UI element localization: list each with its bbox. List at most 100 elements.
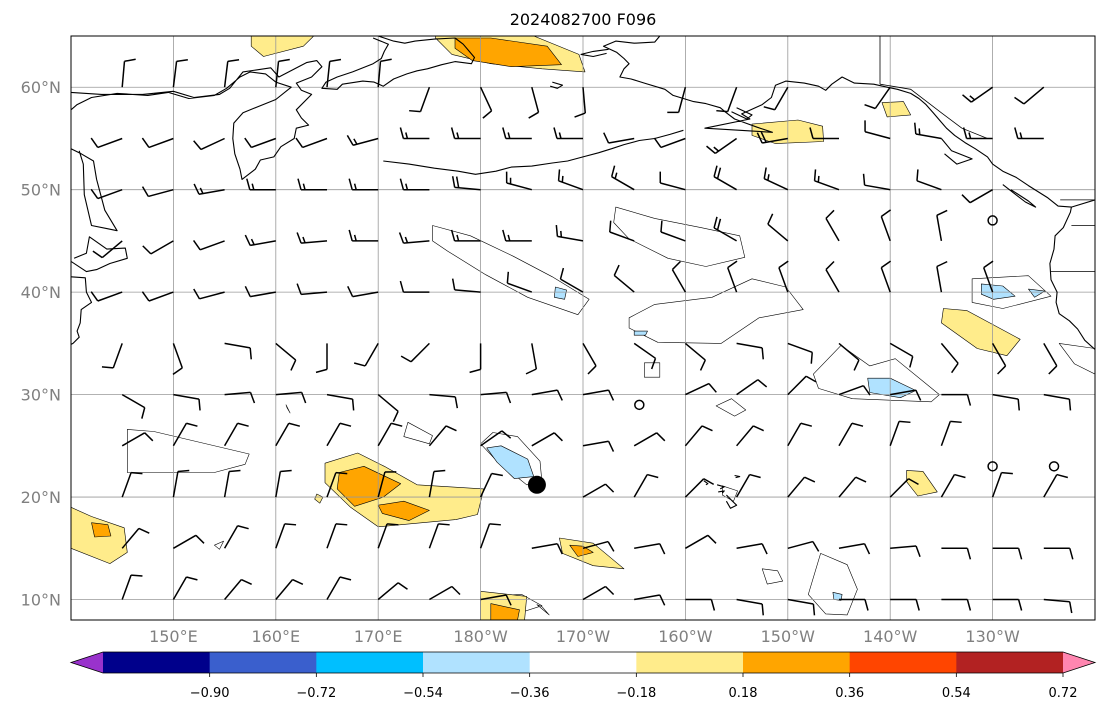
calm-wind-circle: [987, 461, 998, 472]
wind-barb: [941, 598, 972, 611]
wind-barb: [377, 394, 399, 422]
anomaly-region-4: [881, 101, 912, 118]
wind-barb: [428, 469, 446, 498]
wind-barb: [428, 523, 450, 549]
wind-barb: [716, 86, 738, 113]
wind-barb: [685, 382, 717, 396]
wind-barb: [574, 87, 587, 118]
coastline: [550, 81, 564, 89]
wind-barb: [502, 229, 532, 242]
chart-title: 2024082700 F096: [510, 10, 657, 29]
wind-barb: [864, 120, 891, 140]
colorbar: −0.90 −0.72 −0.54 −0.36 −0.18 0.18 0.36 0.54 0.7…: [69, 651, 1097, 701]
wind-barb: [121, 574, 143, 600]
wind-barb: [409, 86, 431, 113]
wind-barb: [559, 267, 584, 293]
wind-barb: [555, 224, 584, 242]
lat-tick-label: 30°N: [21, 386, 61, 405]
wind-barb: [864, 86, 891, 110]
wind-barb: [653, 137, 686, 149]
colorbar-segment: [423, 652, 531, 673]
wind-barb: [377, 582, 408, 601]
wind-barb: [101, 343, 123, 369]
wind-barb: [787, 476, 816, 498]
wind-barb: [736, 425, 764, 447]
coastline: [580, 48, 609, 58]
wind-barb: [399, 280, 430, 293]
lat-tick-label: 40°N: [21, 283, 61, 302]
lat-tick-label: 10°N: [21, 591, 61, 610]
wind-barb: [224, 578, 252, 600]
wind-barb: [767, 213, 789, 242]
storm-center-marker: [527, 475, 546, 494]
wind-barb: [173, 393, 201, 411]
wind-barb: [502, 127, 532, 140]
anomaly-region-31: [569, 544, 594, 557]
wind-barb: [244, 285, 276, 298]
wind-barb: [809, 127, 839, 140]
wind-barb: [428, 425, 457, 447]
wind-barb: [940, 420, 962, 447]
wind-barb: [633, 342, 657, 370]
wind-barb: [778, 260, 789, 293]
anomaly-fill-layer: [71, 36, 1095, 620]
coastline: [725, 494, 738, 509]
wind-barb: [399, 127, 430, 140]
wind-barb: [991, 471, 1013, 498]
wind-barb: [450, 127, 481, 140]
wind-barb: [914, 122, 942, 140]
anomaly-region-40: [1058, 343, 1095, 375]
wind-barb: [936, 209, 948, 242]
wind-barb: [713, 165, 737, 191]
wind-barb: [90, 137, 123, 149]
wind-barb: [172, 422, 198, 447]
wind-barb: [1043, 473, 1069, 498]
colorbar-tick-label: −0.72: [296, 686, 336, 701]
wind-barb: [326, 523, 348, 549]
wind-barb: [528, 87, 540, 119]
wind-barb: [787, 540, 820, 552]
anomaly-region-16: [941, 308, 1021, 357]
wind-barb: [633, 432, 666, 447]
wind-barb: [660, 220, 686, 242]
wind-barb: [172, 59, 188, 88]
wind-barb: [838, 422, 864, 447]
coastline: [734, 474, 741, 479]
wind-barb: [326, 58, 342, 88]
coastline: [71, 60, 323, 180]
wind-barb: [141, 186, 174, 198]
wind-barb: [787, 375, 817, 396]
wind-barb: [142, 240, 174, 255]
wind-barb: [936, 260, 948, 293]
colorbar-segment: [849, 652, 957, 673]
wind-barb: [326, 393, 355, 411]
wind-barb: [736, 543, 768, 555]
coastline: [71, 236, 128, 273]
wind-barb: [398, 232, 430, 244]
colorbar-segment: [316, 652, 424, 673]
wind-barb: [763, 86, 789, 111]
wind-barb: [634, 594, 666, 606]
wind-barb: [275, 422, 301, 447]
wind-barb: [889, 420, 911, 447]
wind-barb: [787, 598, 816, 616]
latitude-tick-labels: 10°N 20°N 30°N 40°N 50°N 60°N: [21, 78, 61, 609]
wind-barb: [315, 343, 328, 374]
wind-barb: [603, 132, 635, 144]
wind-barb: [940, 473, 966, 498]
colorbar-outline: [69, 651, 1097, 674]
wind-barb: [671, 260, 687, 293]
wind-barb: [399, 178, 430, 191]
longitude-tick-labels: 150°E 160°E 170°E 180°W 170°W 160°W 150°W 140°W…: [149, 627, 1020, 646]
colorbar-tick-label: −0.18: [616, 686, 656, 701]
lon-tick-label: 170°W: [556, 627, 611, 646]
wind-barb: [613, 264, 635, 293]
colorbar-tick-label: −0.90: [190, 686, 230, 701]
lon-tick-label: 170°E: [354, 627, 403, 646]
wind-barb: [141, 137, 174, 149]
wind-barb: [505, 171, 532, 191]
lon-tick-label: 180°W: [453, 627, 508, 646]
wind-barb: [706, 137, 738, 155]
wind-barb: [193, 288, 225, 300]
wind-barb: [246, 178, 276, 191]
